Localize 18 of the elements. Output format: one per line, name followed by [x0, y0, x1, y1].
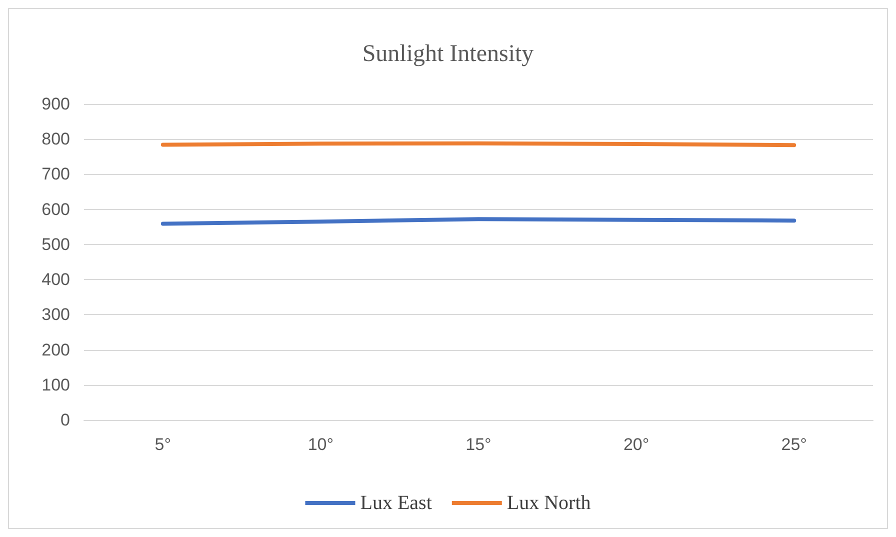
y-tick-label: 600: [42, 200, 70, 219]
y-tick-label: 400: [42, 270, 70, 290]
y-tick-label: 300: [42, 305, 70, 324]
legend-label: Lux East: [360, 492, 432, 514]
y-tick-label: 200: [42, 340, 70, 360]
y-tick-label: 700: [42, 164, 70, 184]
x-tick-label: 25°: [781, 435, 807, 454]
y-tick-label: 900: [42, 94, 70, 114]
y-tick-label: 0: [60, 410, 70, 430]
y-tick-label: 100: [42, 375, 70, 394]
y-tick-label: 800: [42, 130, 70, 149]
x-tick-label: 15°: [466, 435, 492, 454]
legend-label: Lux North: [506, 492, 591, 514]
x-tick-label: 5°: [154, 435, 172, 454]
y-tick-label: 500: [42, 234, 70, 254]
x-tick-label: 20°: [623, 435, 650, 454]
chart-title: Sunlight Intensity: [362, 41, 534, 67]
x-tick-label: 10°: [308, 435, 334, 454]
